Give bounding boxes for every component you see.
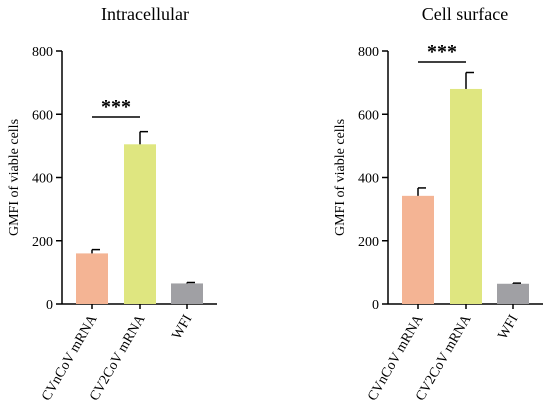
- y-tick-label: 800: [32, 45, 53, 60]
- y-tick-label: 0: [372, 298, 379, 313]
- y-tick-label: 0: [46, 298, 53, 313]
- y-axis-title: GMFI of viable cells: [333, 119, 348, 236]
- y-tick-label: 600: [358, 108, 379, 123]
- y-tick-label: 200: [358, 235, 379, 250]
- x-category-label: WFI: [170, 312, 196, 342]
- bar: [124, 144, 156, 304]
- chart-panel-1: Intracellular GMFI of viable cells 0 200 400…: [7, 4, 217, 404]
- significance-label: ***: [427, 41, 457, 63]
- chart-panel-2: Cell surface GMFI of viable cells 0 200 400 6…: [333, 4, 543, 404]
- y-tick-label: 800: [358, 45, 379, 60]
- y-axis-title: GMFI of viable cells: [7, 119, 22, 236]
- y-tick-label: 400: [32, 172, 53, 187]
- bar: [450, 88, 482, 304]
- bar: [497, 283, 529, 304]
- significance-label: ***: [101, 96, 131, 118]
- bar: [402, 195, 434, 304]
- chart-title: Cell surface: [422, 4, 508, 24]
- y-tick-label: 200: [32, 235, 53, 250]
- x-category-label: WFI: [496, 312, 522, 342]
- bar: [76, 253, 108, 304]
- chart-title: Intracellular: [101, 4, 189, 24]
- y-tick-label: 400: [358, 172, 379, 187]
- bar: [171, 283, 203, 304]
- y-tick-label: 600: [32, 108, 53, 123]
